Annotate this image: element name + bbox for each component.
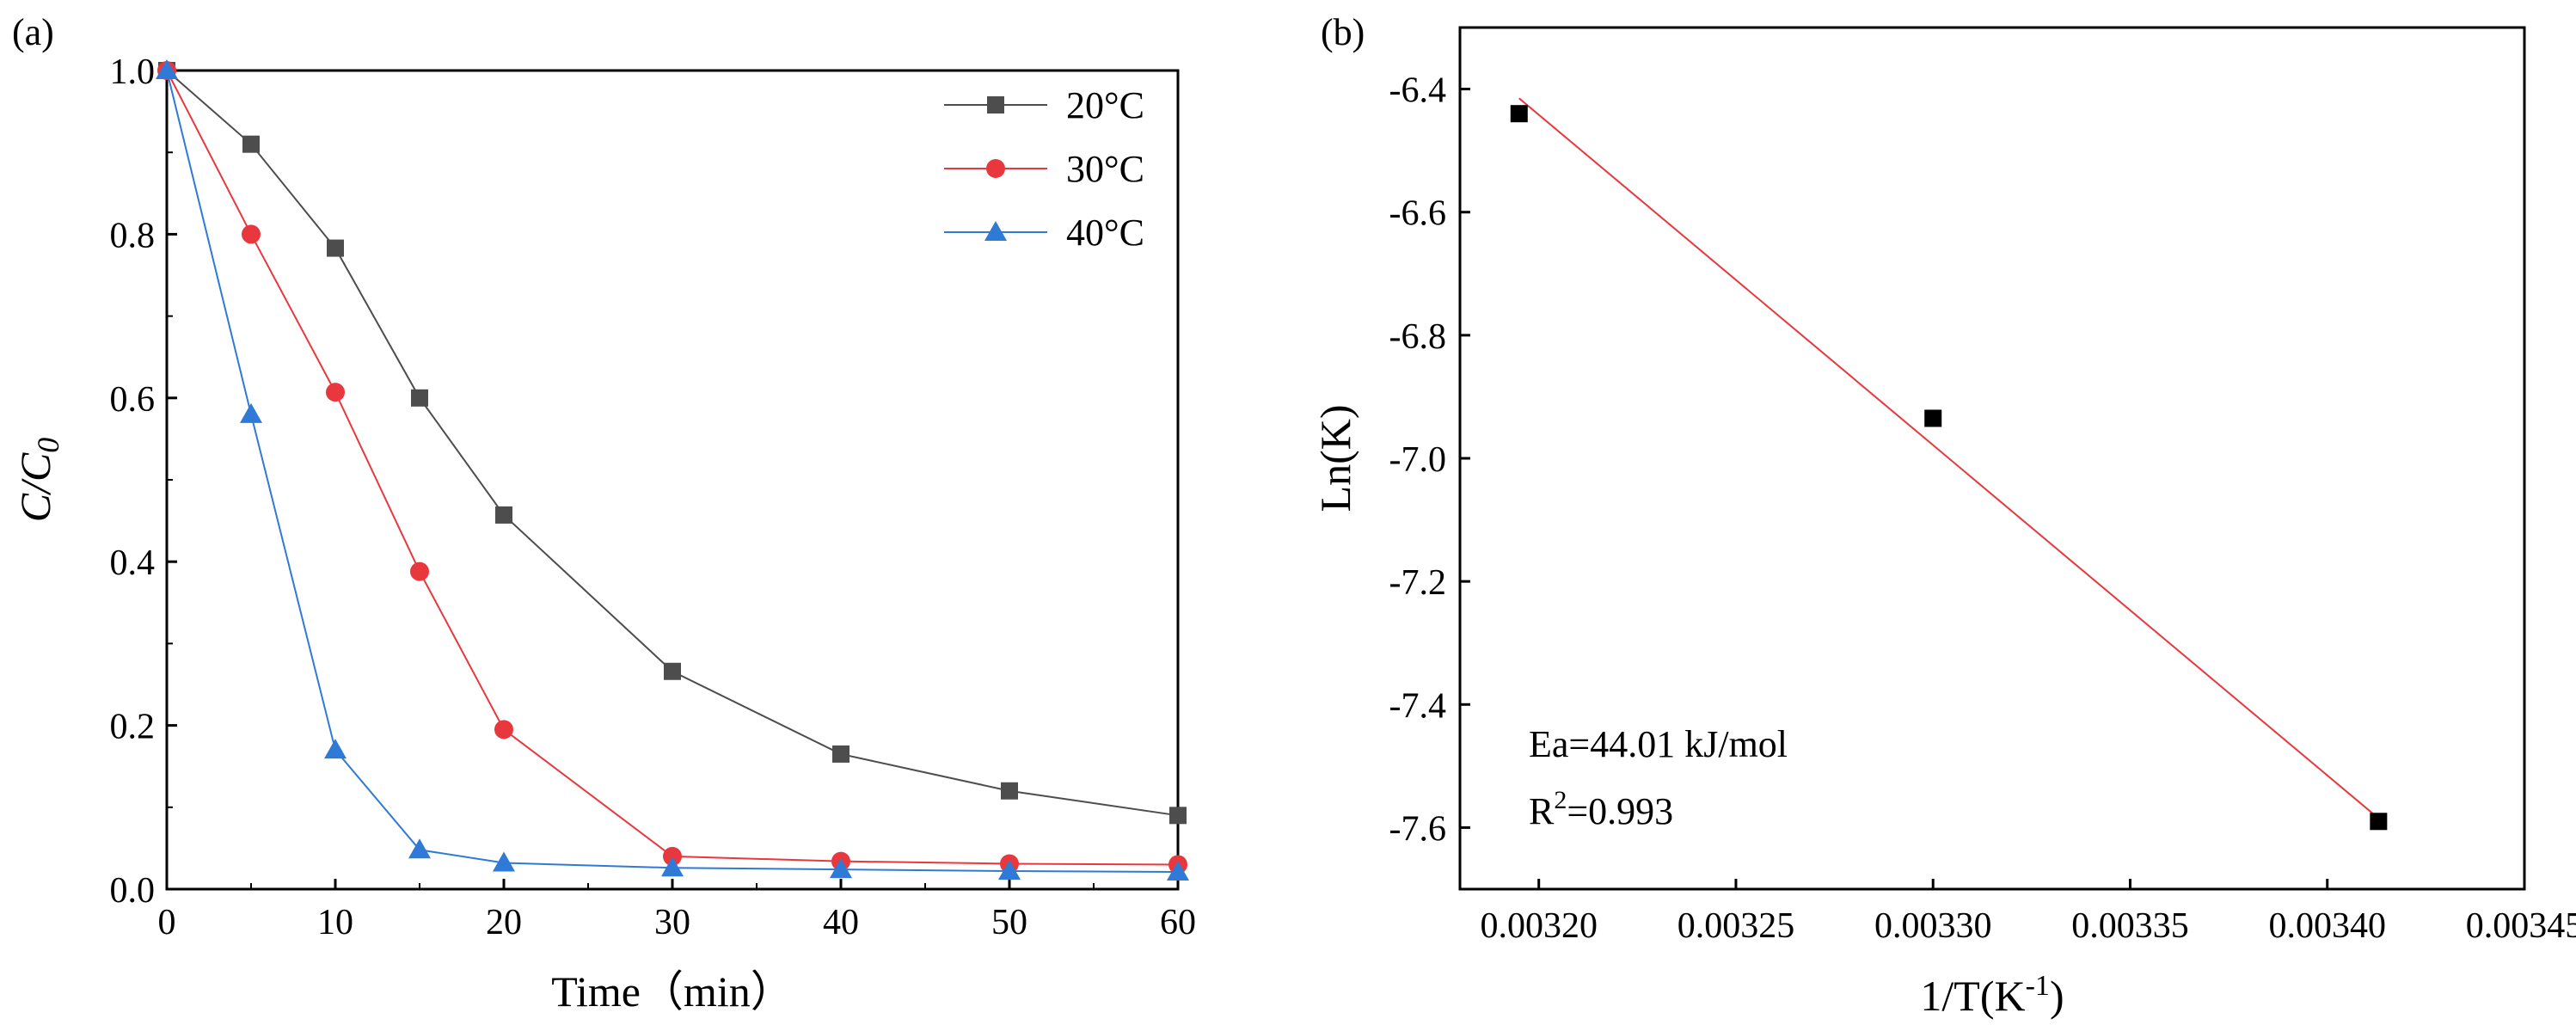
panel-b-points: [1510, 105, 2388, 831]
y-tick-label: -7.4: [1389, 686, 1447, 726]
panel-b-x-ticks: 0.00320 0.00325 0.00330 0.00335 0.00340 0.003…: [1480, 879, 2576, 946]
x-tick-label: 50: [991, 903, 1027, 942]
data-point-series-0: [242, 135, 260, 153]
panel-a-y-axis-title-main: C/C: [11, 452, 59, 522]
y-tick-label: 1.0: [110, 52, 156, 92]
y-tick-label: -7.0: [1389, 440, 1447, 480]
y-tick-label: -6.6: [1389, 194, 1447, 234]
panel-a-x-axis-title: Time（min）: [551, 967, 794, 1016]
panel-b-fit-line-group: [1518, 97, 2379, 819]
data-point-series-0: [327, 239, 344, 257]
x-tick-label: 0.00345: [2466, 906, 2576, 946]
panel-b-x-axis-title-main: 1/T(K: [1920, 972, 2025, 1020]
y-tick-label: 0.2: [110, 708, 156, 747]
data-point: [1510, 105, 1528, 123]
x-tick-label: 0.00330: [1874, 906, 1992, 946]
y-tick-label: -7.2: [1389, 563, 1447, 603]
legend-marker: [986, 159, 1005, 178]
panel-a-series: [156, 59, 1189, 881]
data-point-series-2: [998, 860, 1021, 881]
y-tick-label: -6.4: [1389, 71, 1447, 111]
data-point-series-2: [661, 856, 684, 877]
data-point-series-0: [1001, 782, 1018, 800]
data-point-series-1: [494, 720, 513, 739]
fit-line: [1518, 97, 2379, 819]
panel-a-x-ticks: 0 10 20 30 40 50 60: [158, 879, 1196, 942]
r2-main: R: [1529, 790, 1555, 832]
x-tick-label: 30: [654, 903, 690, 942]
data-point: [1924, 409, 1942, 427]
data-point-series-0: [411, 389, 428, 407]
data-point-series-1: [242, 224, 261, 244]
panel-b-label: (b): [1321, 11, 1365, 53]
data-point-series-1: [663, 846, 682, 866]
data-point-series-2: [324, 739, 347, 759]
series-line-0: [166, 70, 1179, 817]
x-tick-label: 0.00340: [2268, 906, 2386, 946]
x-tick-label: 10: [317, 903, 353, 942]
r2-value: =0.993: [1567, 790, 1673, 832]
panel-b-x-axis-title: 1/T(K-1): [1920, 970, 2064, 1020]
panel-b-y-ticks: -7.6 -7.4 -7.2 -7.0 -6.8 -6.6 -6.4: [1389, 71, 1470, 849]
data-point-series-2: [240, 402, 262, 423]
y-tick-label: 0.6: [110, 380, 156, 420]
data-point: [2370, 813, 2388, 831]
panel-a-kinetics-chart: (a) 0 10 20 30 40 50 60 0.0 0.2 0.4 0.6 0.8 1.0 20°…: [11, 11, 1196, 1016]
legend-label: 20°C: [1066, 84, 1144, 126]
panel-a-y-ticks: 0.0 0.2 0.4 0.6 0.8 1.0: [110, 52, 177, 911]
legend-marker: [987, 96, 1004, 114]
x-tick-label: 20: [486, 903, 522, 942]
panel-b-arrhenius-chart: (b) 0.00320 0.00325 0.00330 0.00335 0.00340 0…: [1311, 11, 2576, 1020]
panel-b-y-axis-title: Ln(K): [1311, 405, 1359, 512]
x-tick-label: 0.00335: [2071, 906, 2189, 946]
panel-a-label: (a): [12, 11, 54, 53]
data-point-series-2: [493, 851, 515, 872]
panel-a-legend: 20°C 30°C 40°C: [944, 84, 1144, 254]
panel-a-y-axis-title-sub: 0: [31, 438, 65, 453]
data-point-series-0: [1169, 807, 1187, 825]
panel-b-x-axis-title-sup: -1: [2026, 970, 2050, 1002]
data-point-series-2: [1167, 861, 1189, 881]
data-point-series-2: [830, 858, 852, 879]
r2-superscript: 2: [1554, 786, 1567, 814]
data-point-series-1: [410, 562, 429, 581]
y-tick-label: -6.8: [1389, 317, 1447, 357]
panel-b-x-axis-title-end: ): [2050, 972, 2064, 1020]
x-tick-label: 0.00320: [1480, 906, 1598, 946]
legend-label: 40°C: [1066, 212, 1144, 254]
x-tick-label: 60: [1160, 903, 1196, 942]
data-point-series-2: [156, 59, 178, 79]
y-tick-label: 0.4: [110, 543, 156, 583]
data-point-series-0: [664, 662, 681, 680]
panel-a-y-axis-title: C/C0: [11, 438, 65, 523]
y-tick-label: 0.8: [110, 216, 156, 255]
x-tick-label: 0.00325: [1677, 906, 1795, 946]
y-tick-label: 0.0: [110, 871, 156, 911]
y-tick-label: -7.6: [1389, 809, 1447, 849]
panel-b-activation-energy-annotation: Ea=44.01 kJ/mol: [1529, 723, 1788, 765]
legend-marker: [984, 221, 1007, 241]
data-point-series-1: [326, 383, 345, 402]
data-point-series-2: [408, 838, 431, 859]
panel-b-r-squared-annotation: R2=0.993: [1529, 786, 1673, 832]
legend-label: 30°C: [1066, 148, 1144, 190]
x-tick-label: 0: [158, 903, 176, 942]
series-line-2: [166, 70, 1179, 874]
data-point-series-0: [495, 506, 512, 524]
panel-a-plot-frame: [165, 69, 1180, 891]
series-line-1: [166, 70, 1179, 866]
data-point-series-0: [832, 745, 849, 763]
x-tick-label: 40: [823, 903, 859, 942]
